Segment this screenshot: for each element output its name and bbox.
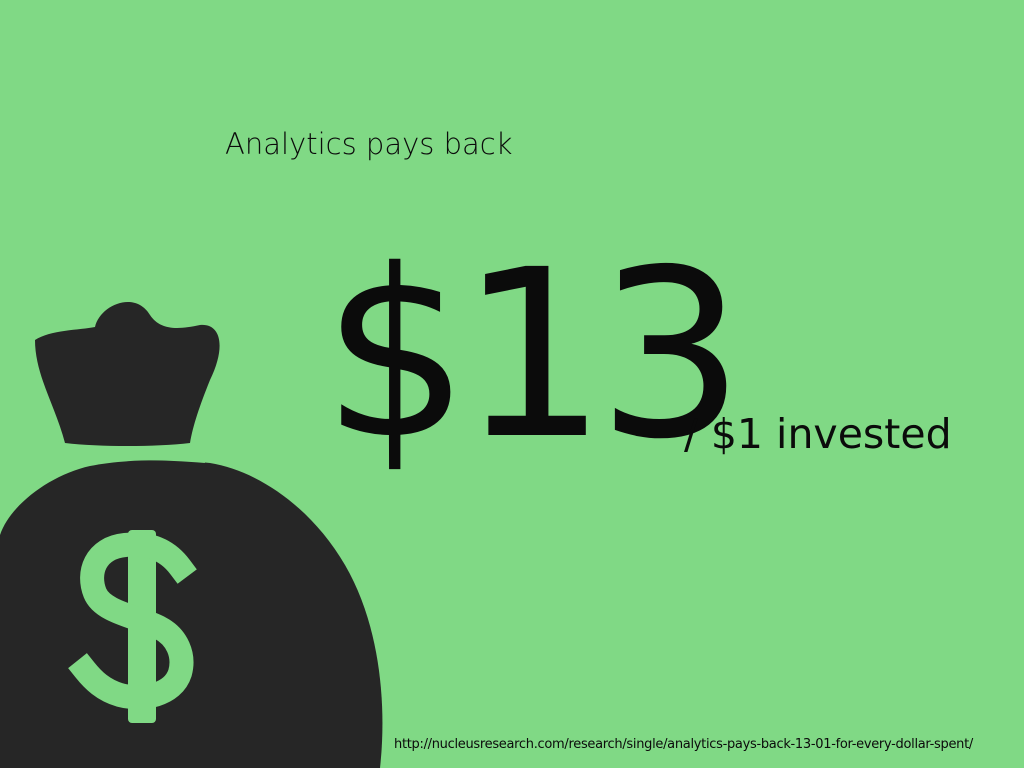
money-bag-body: [0, 460, 383, 768]
dollar-sign-icon: [68, 530, 197, 723]
return-figure: $13: [322, 220, 745, 490]
source-link[interactable]: http://nucleusresearch.com/research/sing…: [394, 737, 973, 752]
money-bag-knot: [35, 302, 220, 446]
slide-heading: Analytics pays back: [225, 127, 513, 161]
per-dollar-label: / $1 invested: [684, 410, 952, 458]
dollar-sign-curve: [68, 532, 197, 710]
money-bag-icon: [0, 302, 383, 768]
